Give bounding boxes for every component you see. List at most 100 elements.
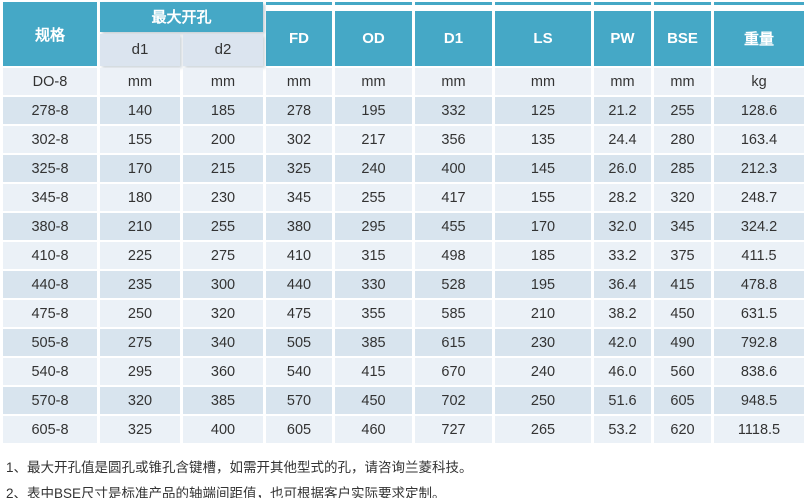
value-cell: 28.2 [594, 184, 652, 211]
value-cell: 380 [266, 213, 333, 240]
value-cell: 320 [100, 387, 180, 414]
value-cell: 210 [495, 300, 592, 327]
value-cell: 440 [266, 271, 333, 298]
value-cell: 302 [266, 126, 333, 153]
value-cell: 125 [495, 97, 592, 124]
spec-cell: 345-8 [3, 184, 97, 211]
value-cell: 605 [654, 387, 712, 414]
value-cell: 540 [266, 358, 333, 385]
value-cell: 355 [335, 300, 413, 327]
spec-cell: 302-8 [3, 126, 97, 153]
spec-cell: 380-8 [3, 213, 97, 240]
value-cell: 727 [415, 416, 493, 443]
value-cell: 300 [183, 271, 264, 298]
value-cell: 570 [266, 387, 333, 414]
unit-cell: kg [714, 68, 805, 95]
value-cell: 32.0 [594, 213, 652, 240]
value-cell: 605 [266, 416, 333, 443]
value-cell: 320 [654, 184, 712, 211]
unit-cell: mm [654, 68, 712, 95]
table-row: 410-8 225 275 410 315 498 185 33.2 375 411.5 [3, 242, 805, 269]
footnotes: 1、最大开孔值是圆孔或锥孔含键槽，如需开其他型式的孔，请咨询兰菱科技。 2、表中… [6, 455, 807, 498]
value-cell: 240 [335, 155, 413, 182]
footnote-2: 2、表中BSE尺寸是标准产品的轴端间距值，也可根据客户实际要求定制。 [6, 486, 446, 498]
spec-cell: 325-8 [3, 155, 97, 182]
value-cell: 320 [183, 300, 264, 327]
subheader-d2: d2 [183, 33, 264, 66]
value-cell: 460 [335, 416, 413, 443]
value-cell: 255 [183, 213, 264, 240]
spec-cell: 505-8 [3, 329, 97, 356]
table-header: 规格 最大开孔 FD OD D1 LS PW BSE 重量 d1 d2 [3, 2, 805, 66]
value-cell: 417 [415, 184, 493, 211]
value-cell: 415 [335, 358, 413, 385]
value-cell: 356 [415, 126, 493, 153]
unit-cell: mm [495, 68, 592, 95]
value-cell: 615 [415, 329, 493, 356]
value-cell: 170 [495, 213, 592, 240]
table-row: 570-8 320 385 570 450 702 250 51.6 605 948.5 [3, 387, 805, 414]
value-cell: 278 [266, 97, 333, 124]
unit-cell: mm [183, 68, 264, 95]
value-cell: 24.4 [594, 126, 652, 153]
value-cell: 360 [183, 358, 264, 385]
value-cell: 475 [266, 300, 333, 327]
value-cell: 702 [415, 387, 493, 414]
value-cell: 375 [654, 242, 712, 269]
table-row: 540-8 295 360 540 415 670 240 46.0 560 838.6 [3, 358, 805, 385]
value-cell: 410 [266, 242, 333, 269]
value-cell: 155 [100, 126, 180, 153]
value-cell: 275 [100, 329, 180, 356]
table-row: 380-8 210 255 380 295 455 170 32.0 345 324.2 [3, 213, 805, 240]
table-row: 475-8 250 320 475 355 585 210 38.2 450 631.5 [3, 300, 805, 327]
value-cell: 324.2 [714, 213, 805, 240]
value-cell: 46.0 [594, 358, 652, 385]
table-row: 325-8 170 215 325 240 400 145 26.0 285 212.3 [3, 155, 805, 182]
value-cell: 212.3 [714, 155, 805, 182]
value-cell: 1118.5 [714, 416, 805, 443]
value-cell: 400 [415, 155, 493, 182]
value-cell: 250 [495, 387, 592, 414]
spec-cell: 570-8 [3, 387, 97, 414]
value-cell: 415 [654, 271, 712, 298]
table-row: 440-8 235 300 440 330 528 195 36.4 415 478.8 [3, 271, 805, 298]
value-cell: 155 [495, 184, 592, 211]
value-cell: 345 [266, 184, 333, 211]
value-cell: 792.8 [714, 329, 805, 356]
table-row: 505-8 275 340 505 385 615 230 42.0 490 792.8 [3, 329, 805, 356]
value-cell: 185 [495, 242, 592, 269]
value-cell: 670 [415, 358, 493, 385]
header-spec: 规格 [3, 2, 97, 66]
footnote-1: 1、最大开孔值是圆孔或锥孔含键槽，如需开其他型式的孔，请咨询兰菱科技。 [6, 460, 473, 475]
value-cell: 340 [183, 329, 264, 356]
value-cell: 948.5 [714, 387, 805, 414]
value-cell: 200 [183, 126, 264, 153]
value-cell: 51.6 [594, 387, 652, 414]
value-cell: 315 [335, 242, 413, 269]
value-cell: 180 [100, 184, 180, 211]
value-cell: 135 [495, 126, 592, 153]
value-cell: 215 [183, 155, 264, 182]
header-row-top: 规格 最大开孔 FD OD D1 LS PW BSE 重量 [3, 2, 805, 66]
value-cell: 620 [654, 416, 712, 443]
value-cell: 230 [495, 329, 592, 356]
header-d1-col: D1 [415, 2, 493, 66]
header-bse: BSE [654, 2, 712, 66]
spec-cell: 278-8 [3, 97, 97, 124]
value-cell: 325 [100, 416, 180, 443]
unit-cell: mm [415, 68, 493, 95]
value-cell: 478.8 [714, 271, 805, 298]
value-cell: 295 [335, 213, 413, 240]
table-body: DO-8 mm mm mm mm mm mm mm mm kg 278-8 140… [3, 68, 805, 443]
unit-cell: mm [100, 68, 180, 95]
value-cell: 195 [335, 97, 413, 124]
subheader-d1: d1 [100, 33, 180, 66]
spec-cell: 475-8 [3, 300, 97, 327]
value-cell: 505 [266, 329, 333, 356]
value-cell: 230 [183, 184, 264, 211]
header-fd: FD [266, 2, 333, 66]
value-cell: 325 [266, 155, 333, 182]
spec-cell: 440-8 [3, 271, 97, 298]
value-cell: 210 [100, 213, 180, 240]
unit-cell: mm [266, 68, 333, 95]
